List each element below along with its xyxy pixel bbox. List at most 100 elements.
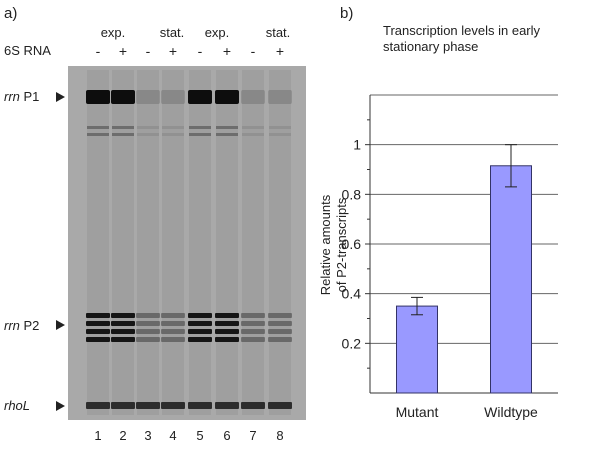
band-p1 — [111, 90, 135, 104]
y-axis-label-line-2: of P2-transcripts — [334, 197, 349, 292]
band-p2 — [188, 321, 212, 326]
gel-image — [68, 66, 306, 420]
band-minor — [242, 126, 264, 129]
band-p2 — [161, 337, 185, 342]
condition-label: exp. — [205, 25, 230, 40]
band-p2 — [136, 313, 160, 318]
band-p2 — [86, 313, 110, 318]
band-rhol — [241, 402, 265, 409]
band-p2 — [111, 329, 135, 334]
band-p2 — [268, 313, 292, 318]
band-p2 — [215, 337, 239, 342]
band-marker-rhol: rhoL — [4, 398, 65, 413]
lane-number-label: 8 — [276, 428, 283, 443]
band-p1 — [241, 90, 265, 104]
band-minor — [112, 133, 134, 136]
chart-title-line-2: stationary phase — [383, 39, 478, 54]
six-s-rna-label: 6S RNA — [4, 43, 51, 58]
lane-sign-label: + — [119, 43, 127, 59]
y-axis-label: Relative amounts of P2-transcripts — [318, 194, 349, 295]
band-rhol — [268, 402, 292, 409]
band-p2 — [241, 329, 265, 334]
lane-streak — [269, 70, 291, 415]
band-p2 — [215, 321, 239, 326]
band-p2 — [86, 329, 110, 334]
band-rhol — [161, 402, 185, 409]
y-tick-label: 0.2 — [342, 335, 362, 351]
lane-streak — [242, 70, 264, 415]
band-p2 — [111, 321, 135, 326]
band-marker-rrn-p1: rrn P1 — [4, 89, 65, 104]
band-p2 — [136, 321, 160, 326]
lane-streak — [189, 70, 211, 415]
y-tick-label: 1 — [353, 137, 361, 153]
band-p2 — [86, 321, 110, 326]
lane-streak — [137, 70, 159, 415]
lane-sign-label: - — [251, 43, 256, 59]
band-minor — [137, 133, 159, 136]
band-rhol — [111, 402, 135, 409]
x-tick-label: Mutant — [396, 404, 439, 420]
band-p2 — [161, 329, 185, 334]
lane-sign-label: - — [198, 43, 203, 59]
condition-labels: exp. stat. exp. stat. — [101, 25, 291, 40]
band-label-rrn-p2: rrn P2 — [4, 318, 39, 333]
band-p1 — [268, 90, 292, 104]
band-minor — [162, 133, 184, 136]
band-p2 — [161, 321, 185, 326]
band-p1 — [188, 90, 212, 104]
condition-label: stat. — [266, 25, 291, 40]
y-tick-label: 0.8 — [342, 186, 362, 202]
band-label-rrn-p1: rrn P1 — [4, 89, 39, 104]
band-p2 — [86, 337, 110, 342]
band-rhol — [136, 402, 160, 409]
y-tick-label: 0.6 — [342, 236, 362, 252]
lane-sign-label: - — [146, 43, 151, 59]
band-minor — [112, 126, 134, 129]
band-p2 — [111, 313, 135, 318]
band-minor — [87, 126, 109, 129]
band-minor — [269, 133, 291, 136]
lane-number-label: 4 — [169, 428, 176, 443]
lane-number-label: 6 — [223, 428, 230, 443]
band-minor — [189, 126, 211, 129]
band-p2 — [215, 313, 239, 318]
band-minor — [87, 133, 109, 136]
band-rhol — [215, 402, 239, 409]
lane-number-label: 3 — [144, 428, 151, 443]
lane-streak — [162, 70, 184, 415]
band-rhol — [86, 402, 110, 409]
band-p1 — [161, 90, 185, 104]
lane-number-label: 2 — [119, 428, 126, 443]
band-p2 — [241, 337, 265, 342]
band-minor — [216, 126, 238, 129]
lane-sign-label: + — [276, 43, 284, 59]
x-tick-label: Wildtype — [484, 404, 538, 420]
band-p1 — [86, 90, 110, 104]
band-p2 — [136, 337, 160, 342]
band-p2 — [241, 321, 265, 326]
band-p2 — [111, 337, 135, 342]
lane-numbers: 1 2 3 4 5 6 7 8 — [94, 428, 283, 443]
panel-a-label: a) — [4, 5, 17, 22]
arrow-right-icon — [56, 92, 65, 102]
lane-number-label: 5 — [196, 428, 203, 443]
bar-mutant — [396, 305, 438, 394]
lane-sign-label: + — [223, 43, 231, 59]
band-p2 — [188, 337, 212, 342]
lane-sign-label: - — [96, 43, 101, 59]
gel-bands — [86, 70, 292, 415]
band-minor — [137, 126, 159, 129]
lane-number-label: 1 — [94, 428, 101, 443]
band-minor — [189, 133, 211, 136]
band-minor — [242, 133, 264, 136]
gel-background — [68, 66, 306, 420]
band-p2 — [136, 329, 160, 334]
condition-label: exp. — [101, 25, 126, 40]
band-p2 — [188, 313, 212, 318]
band-p1 — [215, 90, 239, 104]
band-p2 — [268, 337, 292, 342]
y-axis-label-line-1: Relative amounts — [318, 194, 333, 295]
chart-title-line-1: Transcription levels in early — [383, 23, 541, 38]
